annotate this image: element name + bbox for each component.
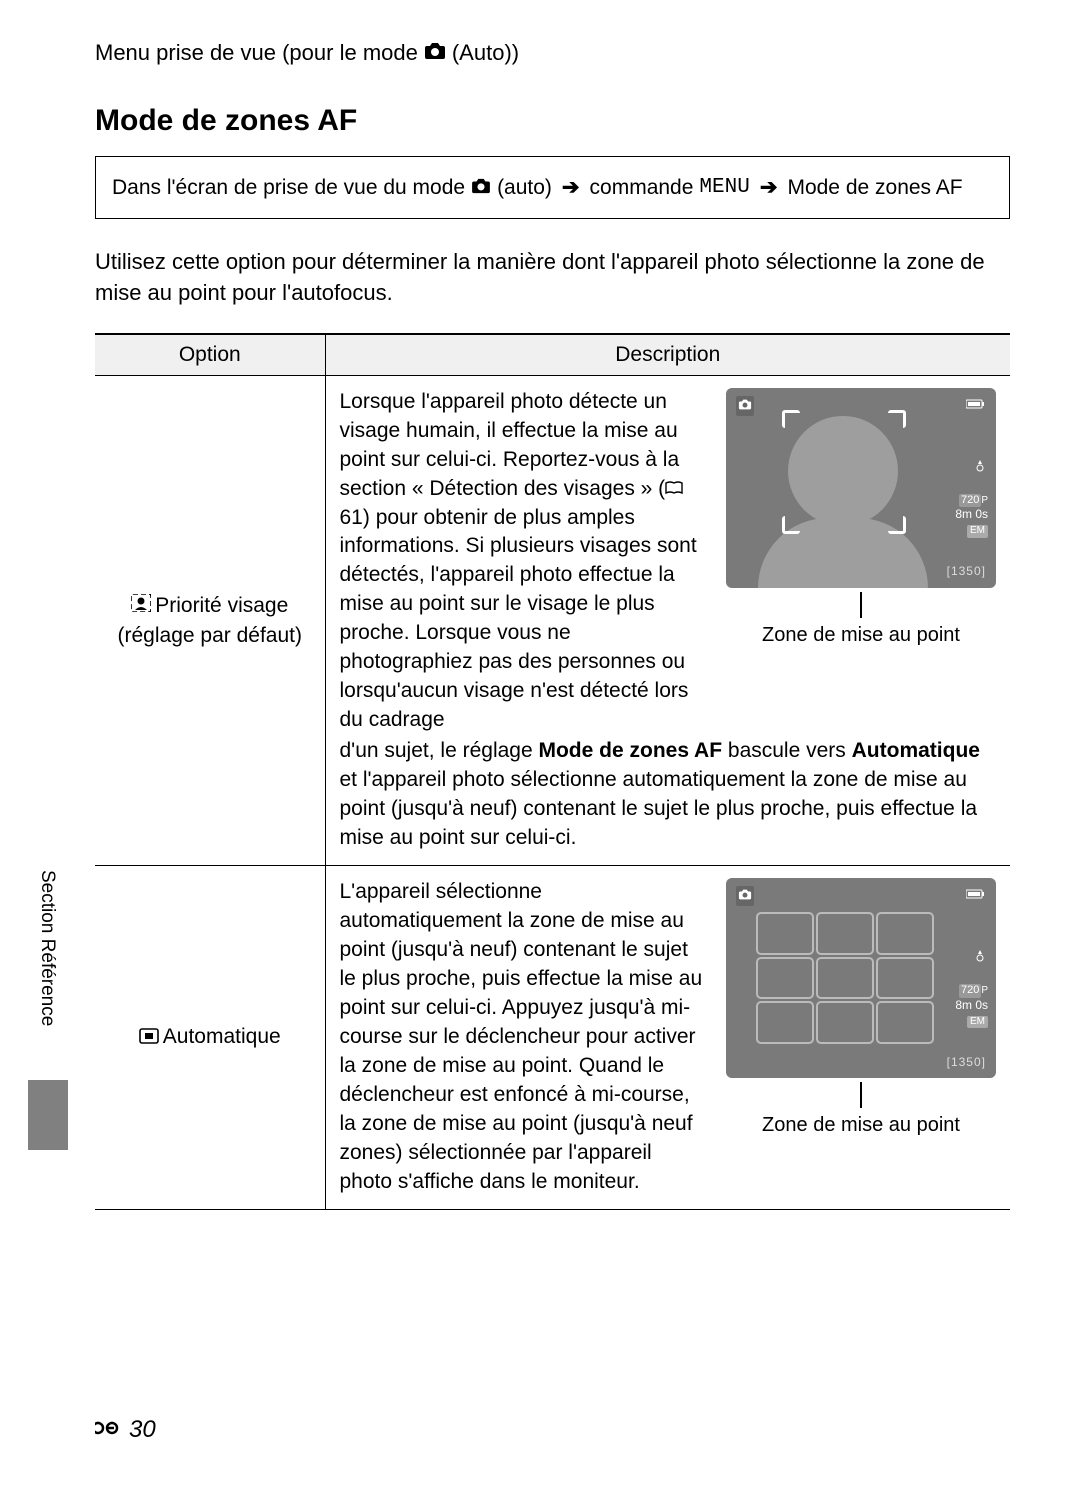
table-row: Priorité visage (réglage par défaut) Lor… [95,375,1010,866]
em-badge: EM [967,525,988,538]
nav-part2: Mode de zones AF [787,176,962,200]
page-number: 30 [95,1416,156,1444]
rec-time: 8m 0s [955,507,988,522]
table-row: Automatique L'appareil sélectionne autom… [95,866,1010,1210]
battery-icon [966,886,986,904]
book-icon [665,475,683,504]
camera-icon [471,176,491,200]
shot-counter: [1350] [947,1054,986,1071]
options-table: Option Description Priorité visage (régl… [95,333,1010,1210]
screen-grid: 720P 8m 0s EM [1350] [726,878,996,1078]
arrow-icon: ➔ [760,175,778,200]
rec-time: 8m 0s [955,998,988,1013]
intro-text: Utilisez cette option pour déterminer la… [95,247,1010,309]
zone-caption: Zone de mise au point [762,622,960,650]
side-tab-marker [28,1080,68,1150]
desc-extra: d'un sujet, le réglage Mode de zones AF … [340,737,997,853]
screen-info-stack: 720P 8m 0s EM [955,458,988,538]
th-desc: Description [325,334,1010,376]
screen-info-stack: 720P 8m 0s EM [955,948,988,1028]
option-cell: Automatique [95,866,325,1210]
breadcrumb-text: Menu prise de vue (pour le mode [95,40,418,66]
option-sublabel: (réglage par défaut) [118,624,302,647]
link-icon [95,1416,125,1444]
zone-caption: Zone de mise au point [762,1112,960,1140]
page-num-text: 30 [129,1416,156,1444]
breadcrumb-suffix: (Auto)) [452,40,519,66]
page-title: Mode de zones AF [95,104,1010,138]
face-priority-icon [131,591,151,620]
breadcrumb: Menu prise de vue (pour le mode (Auto)) [95,40,1010,66]
desc-cell: L'appareil sélectionne automatiquement l… [325,866,1010,1210]
side-tab: Section Référence [28,870,68,1150]
screen-preview: 720P 8m 0s EM [1350] Zone de mise au poi… [726,388,996,650]
em-badge: EM [967,1016,988,1029]
screen-face: 720P 8m 0s EM [1350] [726,388,996,588]
nav-cmd: commande [590,176,694,200]
shot-counter: [1350] [947,563,986,580]
camera-mode-icon [736,886,754,906]
auto-af-icon [139,1023,159,1052]
side-section-label: Section Référence [36,870,58,1026]
nav-part1: Dans l'écran de prise de vue du mode [112,176,465,200]
nav-auto: (auto) [497,176,552,200]
th-option: Option [95,334,325,376]
option-cell: Priorité visage (réglage par défaut) [95,375,325,866]
option-label: Automatique [163,1025,281,1048]
camera-icon [424,40,446,66]
battery-icon [966,396,986,414]
arrow-icon: ➔ [562,175,580,200]
nine-zone-grid [756,912,934,1044]
desc-text: L'appareil sélectionne automatiquement l… [340,878,707,1197]
menu-label: MENU [699,176,749,199]
macro-icon [955,458,988,478]
option-label: Priorité visage [155,594,288,617]
nav-path-box: Dans l'écran de prise de vue du mode (au… [95,156,1010,219]
res-badge: 720 [959,494,981,508]
desc-text: Lorsque l'appareil photo détecte un visa… [340,388,707,736]
camera-mode-icon [736,396,754,416]
screen-preview: 720P 8m 0s EM [1350] Zone de mise au poi… [726,878,996,1140]
desc-cell: Lorsque l'appareil photo détecte un visa… [325,375,1010,866]
macro-icon [955,948,988,968]
res-badge: 720 [959,984,981,998]
